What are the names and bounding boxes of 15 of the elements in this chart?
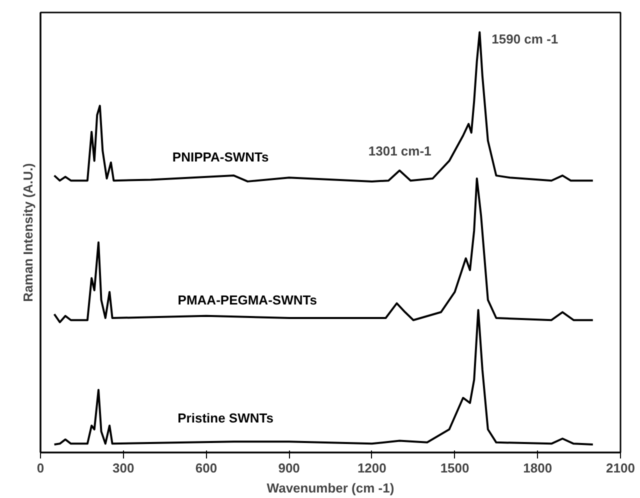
x-tick-label: 0 — [36, 460, 44, 476]
annotation: 1301 cm-1 — [368, 144, 432, 159]
x-tick-label: 1800 — [523, 460, 552, 476]
series-label: Pristine SWNTs — [178, 410, 274, 426]
x-tick-label: 2100 — [606, 460, 635, 476]
y-axis-title: Raman Intensity (A.U.) — [20, 163, 36, 302]
x-tick-label: 1500 — [440, 460, 470, 476]
x-tick-label: 600 — [195, 460, 218, 476]
series-label: PNIPPA-SWNTs — [172, 150, 269, 165]
x-axis-title: Wavenumber (cm -1) — [266, 480, 394, 496]
x-tick-label: 1200 — [357, 460, 386, 476]
series-label: PMAA-PEGMA-SWNTs — [178, 292, 317, 308]
annotation: 1590 cm -1 — [492, 31, 558, 46]
x-tick-label: 300 — [112, 460, 134, 476]
x-tick-label: 900 — [278, 460, 300, 476]
